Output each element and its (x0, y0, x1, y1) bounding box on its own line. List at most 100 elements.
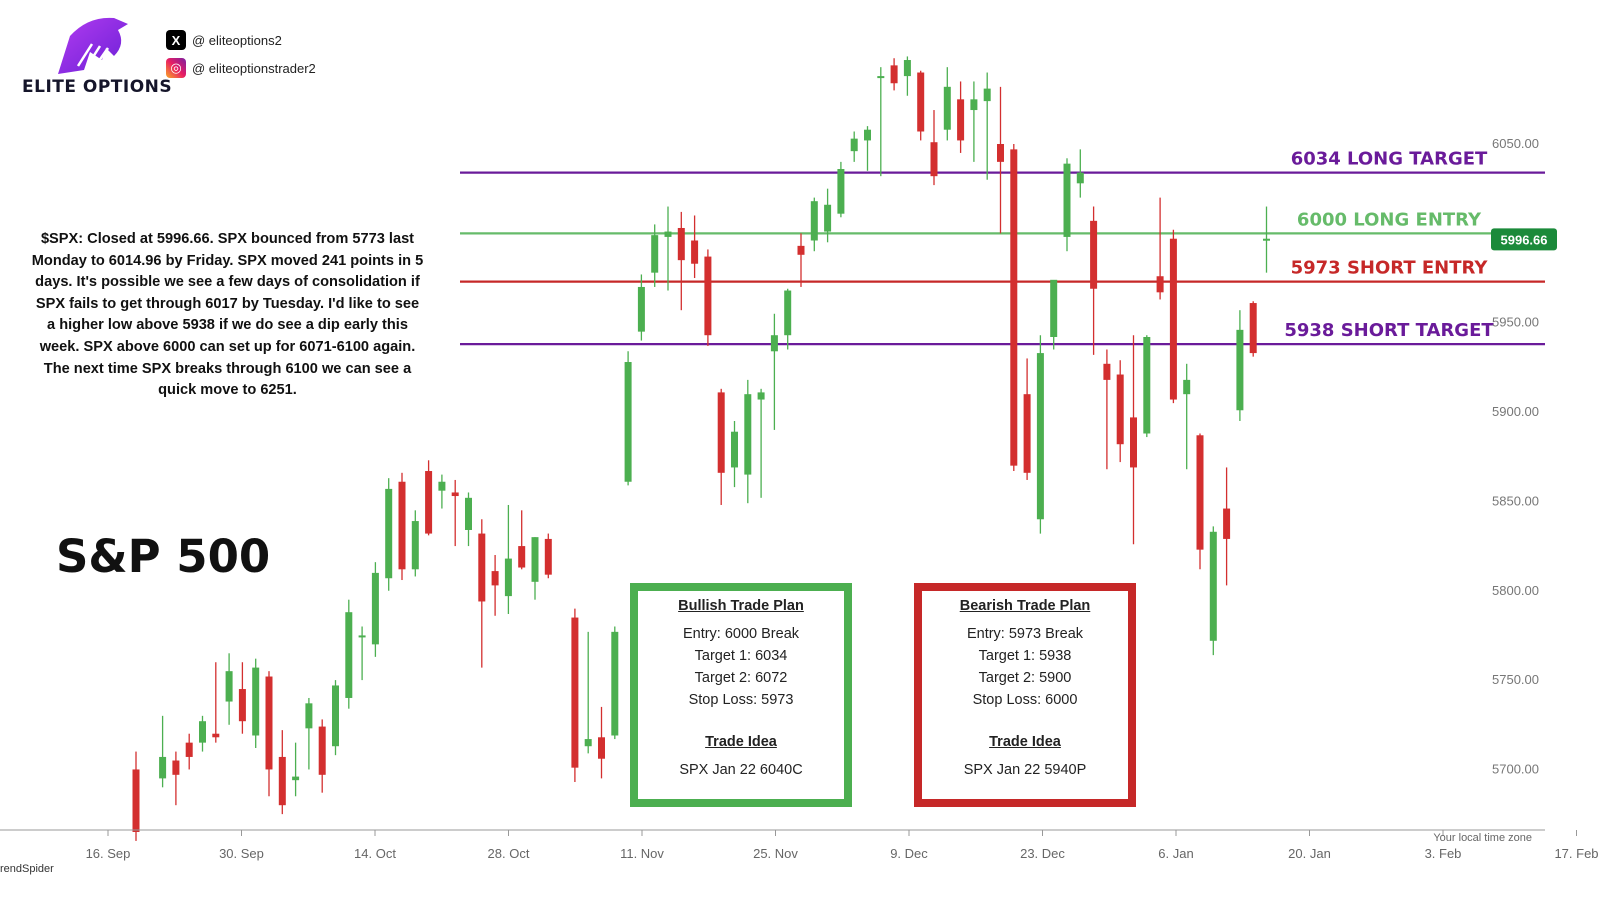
candle-body (1156, 276, 1164, 293)
candle-body (1116, 374, 1124, 445)
candle-body (385, 488, 393, 579)
candle (199, 715, 206, 752)
y-tick-label: 6050.00 (1492, 136, 1539, 151)
y-tick-label: 5900.00 (1492, 404, 1539, 419)
x-icon: X (166, 30, 186, 50)
candle-body (238, 689, 246, 722)
plan-line: Entry: 5973 Break (966, 626, 1084, 642)
candle (717, 388, 725, 505)
candle-body (664, 231, 672, 237)
candle (1010, 144, 1018, 472)
candle-body (717, 392, 725, 473)
candle-body (837, 169, 845, 214)
y-tick-label: 5950.00 (1492, 315, 1539, 330)
candle-body (1143, 336, 1151, 434)
candle (425, 460, 433, 536)
candle (824, 188, 832, 243)
candle (1223, 467, 1231, 586)
y-axis: 6050.006000.005950.005900.005850.005800.… (1491, 136, 1557, 776)
x-tick-label: 6. Jan (1158, 846, 1193, 861)
social-x[interactable]: X @ eliteoptions2 (166, 30, 282, 50)
candle-body (917, 72, 925, 132)
timezone-note: Your local time zone (1433, 832, 1532, 844)
candle (903, 56, 911, 96)
candle-body (651, 235, 659, 273)
candle-body (611, 631, 619, 736)
x-tick-label: 16. Sep (86, 846, 131, 861)
candle-body (943, 86, 951, 130)
candle (1249, 301, 1257, 357)
candle (770, 313, 778, 430)
candle (504, 504, 512, 614)
trade-idea-title: Trade Idea (705, 734, 777, 750)
candle (1050, 279, 1058, 350)
candle (611, 626, 619, 740)
candle-body (1090, 220, 1098, 289)
candle (518, 510, 526, 570)
candle (651, 224, 659, 287)
candle (345, 599, 353, 709)
candle-body (278, 756, 286, 806)
candle (1036, 335, 1044, 534)
candle (438, 474, 446, 509)
candle (624, 351, 632, 486)
plan-line: Target 2: 6072 (694, 670, 788, 686)
candle-body (1063, 163, 1071, 237)
candle-body (1196, 435, 1204, 550)
candle (385, 478, 393, 591)
candle (757, 388, 765, 498)
candle (478, 519, 486, 668)
plan-line: Target 1: 6034 (694, 648, 788, 664)
candle (398, 472, 406, 581)
candle (159, 715, 167, 788)
candle (305, 697, 313, 770)
candle-body (797, 245, 805, 255)
candle (917, 70, 925, 141)
x-tick-label: 9. Dec (890, 846, 928, 861)
candle-body (677, 227, 685, 261)
candle (837, 161, 845, 218)
last-price-label: 5996.66 (1501, 232, 1548, 247)
trade-idea: SPX Jan 22 6040C (679, 762, 803, 778)
bullish-trade-plan: Bullish Trade Plan Entry: 6000 Break Tar… (630, 583, 852, 807)
social-instagram[interactable]: ◎ @ eliteoptionstrader2 (166, 58, 316, 78)
candle-body (704, 256, 712, 336)
candle (810, 197, 818, 252)
candle (784, 288, 792, 350)
candle-body (757, 392, 765, 400)
candle (451, 479, 459, 547)
candle-body (890, 65, 898, 84)
candle-body (172, 760, 180, 775)
candle (1103, 349, 1111, 470)
y-tick-label: 5700.00 (1492, 761, 1539, 776)
candle (1076, 149, 1084, 198)
candle-body (970, 99, 978, 111)
plan-title: Bearish Trade Plan (959, 598, 1091, 614)
candle (997, 86, 1004, 234)
candle-body (598, 737, 605, 759)
candle-body (983, 88, 991, 102)
candle-body (478, 533, 486, 602)
candle-body (398, 481, 406, 570)
candle-body (518, 546, 526, 568)
x-tick-label: 20. Jan (1288, 846, 1331, 861)
candle (1023, 358, 1031, 480)
level-label: 5938 SHORT TARGET (1284, 320, 1494, 341)
x-tick-label: 28. Oct (488, 846, 530, 861)
candle-body (571, 617, 579, 768)
candle-body (132, 769, 140, 832)
candle (1196, 433, 1204, 570)
candle-body (212, 733, 220, 738)
candle-body (624, 362, 632, 482)
candle (877, 67, 885, 177)
candle (265, 671, 273, 797)
candle (1236, 310, 1244, 421)
candle-body (1236, 329, 1244, 411)
candle (238, 662, 246, 734)
candle (212, 662, 220, 743)
candle (411, 510, 419, 577)
candle (983, 72, 991, 180)
candle (797, 233, 805, 287)
y-tick-label: 5750.00 (1492, 672, 1539, 687)
